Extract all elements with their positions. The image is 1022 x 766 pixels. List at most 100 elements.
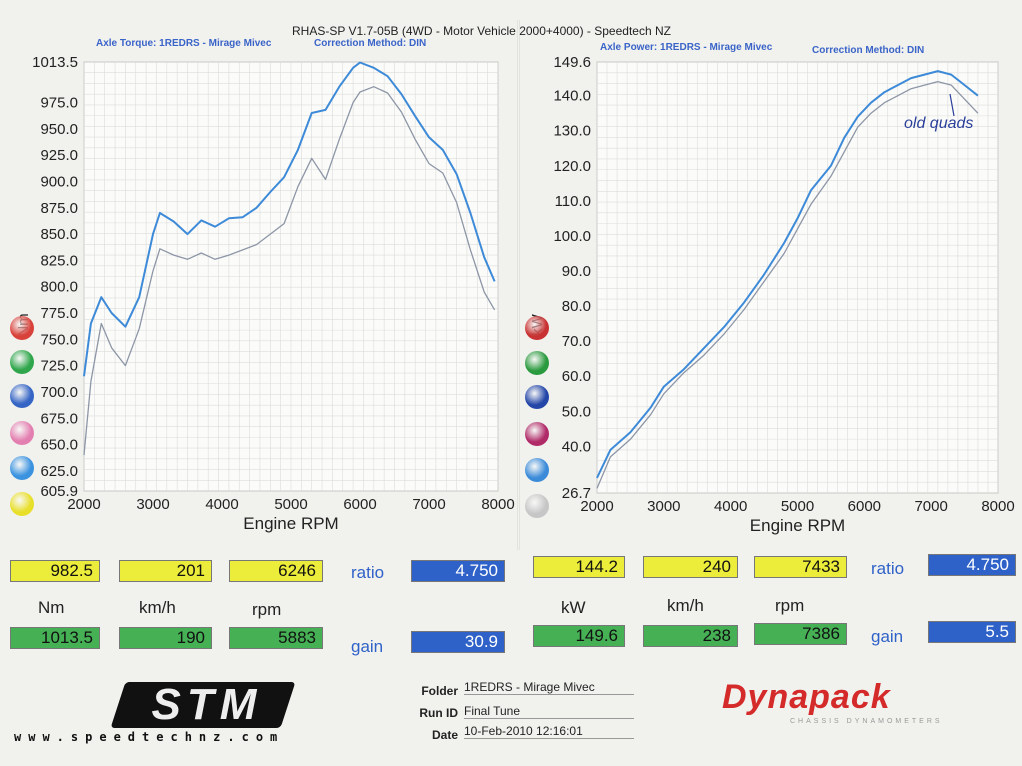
y-tick-label: 900.0 — [40, 173, 78, 190]
legend-dot — [10, 421, 34, 445]
sheet-title: RHAS-SP V1.7-05B (4WD - Motor Vehicle 20… — [292, 24, 671, 38]
power-gain-value: 5.5 — [928, 621, 1016, 643]
annotation-stroke — [949, 93, 955, 117]
power-rpm-unit: rpm — [775, 596, 805, 615]
power-ratio-value: 4.750 — [928, 554, 1016, 576]
handwritten-annotation: old quads — [904, 115, 973, 132]
y-tick-label: 725.0 — [40, 358, 78, 375]
power-max-rpm: 7433 — [754, 556, 847, 578]
dynapack-logo: Dynapack — [722, 678, 891, 716]
y-tick-label: 80.0 — [562, 298, 591, 315]
legend-dot — [525, 458, 549, 482]
power-unit-label: kW — [561, 598, 586, 617]
x-tick-label: 2000 — [67, 496, 100, 513]
footer: STM www.speedtechnz.com Folder 1REDRS - … — [0, 668, 1022, 766]
torque-gain-label: gain — [351, 637, 384, 656]
x-tick-label: 4000 — [714, 498, 747, 515]
y-tick-label: 700.0 — [40, 384, 78, 401]
y-tick-label: 825.0 — [40, 252, 78, 269]
torque-ratio-label: ratio — [351, 563, 385, 582]
power-max-speed: 240 — [643, 556, 738, 578]
y-tick-label: 70.0 — [562, 333, 591, 350]
power-chart-title: Axle Power: 1REDRS - Mirage Mivec — [600, 42, 773, 53]
website: www.speedtechnz.com — [14, 730, 285, 744]
legend-dot — [10, 456, 34, 480]
y-tick-label: 650.0 — [40, 437, 78, 454]
torque-unit-label: Nm — [38, 598, 65, 617]
y-tick-label: 26.7 — [562, 485, 591, 502]
torque-max-rpm: 6246 — [229, 560, 323, 582]
x-tick-label: 7000 — [914, 498, 947, 515]
torque-speed-unit: km/h — [139, 598, 176, 617]
x-tick-label: 5000 — [781, 498, 814, 515]
y-tick-label: 775.0 — [40, 305, 78, 322]
series-line — [83, 61, 496, 377]
torque-chart: 1013.5 975.0 950.0 925.0 900.0 875.0 850.0 825.… — [15, 54, 515, 533]
y-tick-label: 925.0 — [40, 147, 78, 164]
y-tick-label: 675.0 — [40, 410, 78, 427]
legend-dot — [525, 316, 549, 340]
torque-peak-value: 1013.5 — [10, 627, 100, 649]
x-tick-label: 7000 — [412, 496, 445, 513]
y-tick-label: 140.0 — [553, 88, 591, 105]
folder-label: Folder — [421, 684, 458, 698]
power-peak-speed: 238 — [643, 625, 738, 647]
x-tick-label: 8000 — [981, 498, 1014, 515]
legend-dot — [10, 350, 34, 374]
y-tick-label: 100.0 — [553, 228, 591, 245]
torque-peak-speed: 190 — [119, 627, 212, 649]
power-gain-label: gain — [871, 627, 904, 646]
legend-dot — [525, 351, 549, 375]
x-tick-label: 3000 — [647, 498, 680, 515]
legend-dot — [525, 385, 549, 409]
legend-dot — [10, 384, 34, 408]
x-axis-label: Engine RPM — [750, 516, 845, 535]
legend-dot — [10, 492, 34, 516]
power-chart-subtitle: Correction Method: DIN — [812, 45, 925, 56]
torque-max-value: 982.5 — [10, 560, 100, 582]
y-tick-label: 130.0 — [553, 123, 591, 140]
y-tick-label: 625.0 — [40, 463, 78, 480]
x-tick-label: 3000 — [136, 496, 169, 513]
y-tick-label: 750.0 — [40, 331, 78, 348]
y-tick-label: 90.0 — [562, 263, 591, 280]
torque-chart-subtitle: Correction Method: DIN — [314, 38, 427, 49]
date-value: 10-Feb-2010 12:16:01 — [464, 724, 634, 739]
x-tick-label: 6000 — [848, 498, 881, 515]
runid-label: Run ID — [419, 706, 458, 720]
x-tick-label: 8000 — [481, 496, 514, 513]
x-tick-label: 6000 — [343, 496, 376, 513]
y-tick-label: 110.0 — [555, 193, 591, 210]
series-line — [596, 80, 979, 489]
y-tick-label: 120.0 — [553, 158, 591, 175]
x-axis-label: Engine RPM — [243, 514, 338, 533]
y-tick-label: 950.0 — [40, 121, 78, 138]
x-tick-label: 4000 — [205, 496, 238, 513]
torque-chart-title: Axle Torque: 1REDRS - Mirage Mivec — [96, 38, 272, 49]
page-fold — [517, 20, 520, 550]
dynapack-logo-sub: CHASSIS DYNAMOMETERS — [790, 718, 943, 725]
legend-dot — [525, 422, 549, 446]
power-max-value: 144.2 — [533, 556, 625, 578]
x-tick-label: 5000 — [274, 496, 307, 513]
stm-logo-text: STM — [151, 680, 263, 729]
torque-peak-rpm: 5883 — [229, 627, 323, 649]
y-tick-label: 875.0 — [40, 200, 78, 217]
x-tick-label: 2000 — [580, 498, 613, 515]
legend-dot — [10, 316, 34, 340]
legend-dot — [525, 494, 549, 518]
torque-ratio-value: 4.750 — [411, 560, 505, 582]
power-speed-unit: km/h — [667, 596, 704, 615]
torque-gain-value: 30.9 — [411, 631, 505, 653]
series-line — [83, 86, 496, 456]
series-line — [596, 70, 979, 479]
runid-value: Final Tune — [464, 704, 634, 719]
y-tick-label: 800.0 — [40, 279, 78, 296]
date-label: Date — [431, 728, 458, 742]
torque-rpm-unit: rpm — [252, 600, 282, 619]
y-tick-label: 50.0 — [562, 403, 591, 420]
torque-max-speed: 201 — [119, 560, 212, 582]
folder-value: 1REDRS - Mirage Mivec — [464, 680, 634, 695]
y-tick-label: 1013.5 — [32, 54, 78, 71]
